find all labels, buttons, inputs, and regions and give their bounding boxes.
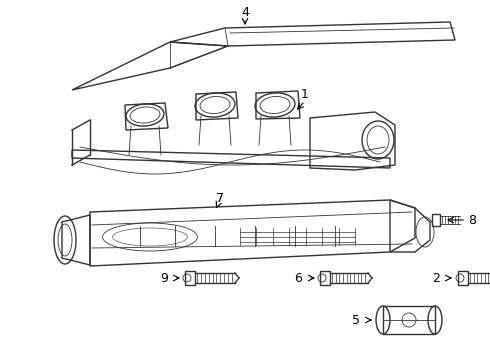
Text: 5: 5 <box>352 314 360 327</box>
Text: 7: 7 <box>216 192 224 204</box>
Text: 1: 1 <box>301 89 309 102</box>
Text: 9: 9 <box>160 271 168 284</box>
Text: 4: 4 <box>241 5 249 18</box>
Text: 8: 8 <box>468 213 476 226</box>
Text: 2: 2 <box>432 271 440 284</box>
Text: 6: 6 <box>294 271 302 284</box>
